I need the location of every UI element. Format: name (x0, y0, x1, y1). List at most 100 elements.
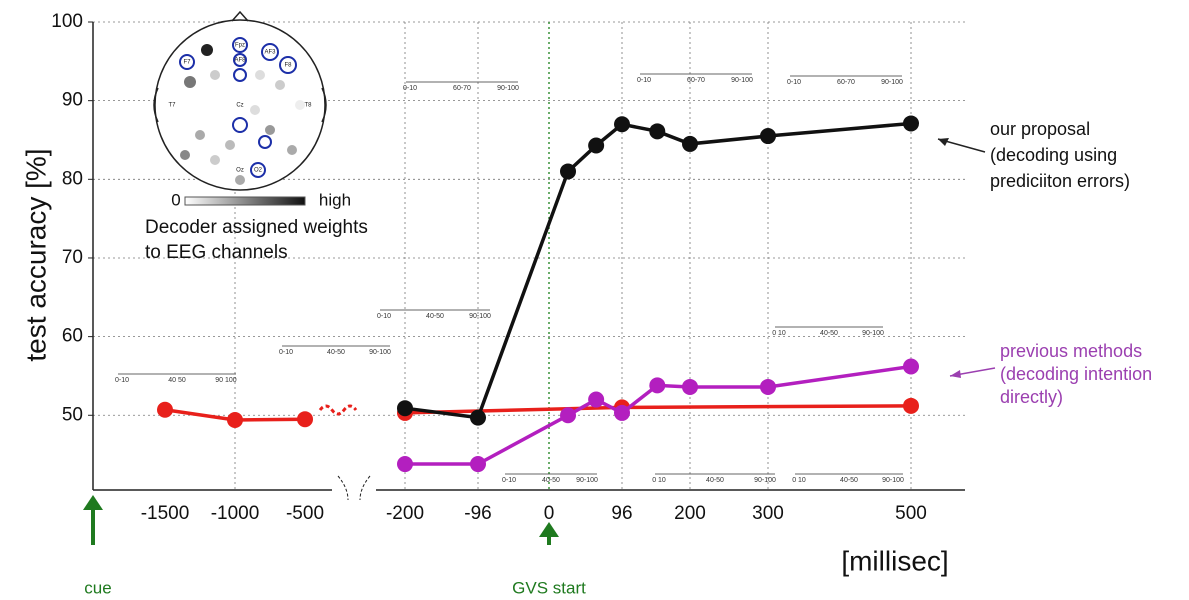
data-point (760, 128, 776, 145)
x-tick-label: 200 (674, 503, 706, 524)
data-point (682, 135, 698, 152)
data-point (470, 409, 486, 426)
electrode-label: AF8 (234, 58, 246, 64)
data-point (397, 456, 413, 473)
x-tick-label: 500 (895, 503, 927, 524)
inset-label: 40-50 (820, 330, 838, 337)
inset-label: 40-50 (542, 477, 560, 484)
head-caption: Decoder assigned weights (145, 217, 368, 238)
inset-label: 60-70 (687, 77, 705, 84)
x-tick-label: 300 (752, 503, 784, 524)
series-line (164, 404, 912, 422)
y-tick-label: 100 (51, 11, 83, 32)
data-point (588, 137, 605, 154)
axis-break (337, 475, 371, 501)
data-point (903, 115, 919, 132)
y-axis-label: test accuracy [%] (20, 148, 51, 361)
inset-label: 0 10 (792, 477, 806, 484)
inset-label: 90-100 (469, 313, 491, 320)
annotation: previous methods (1000, 341, 1142, 361)
data-point (614, 404, 630, 421)
y-tick-label: 70 (62, 247, 83, 268)
data-point (649, 377, 666, 394)
electrode-label: AF3 (264, 50, 276, 56)
inset-label: 0-10 (279, 349, 293, 356)
inset-label: 90-100 (497, 85, 519, 92)
data-point (560, 163, 577, 180)
data-point (297, 411, 313, 428)
electrode-label: T7 (168, 103, 176, 109)
y-tick-label: 60 (62, 326, 83, 347)
x-axis-label: [millisec] (841, 545, 948, 576)
inset-label: 60-70 (837, 79, 855, 86)
data-point (227, 411, 243, 428)
inset-label: 90-100 (576, 477, 598, 484)
head-caption: to EEG channels (145, 242, 288, 263)
data-point (470, 456, 486, 473)
inset-label: 0-10 (403, 85, 417, 92)
x-tick-label: -1000 (211, 503, 260, 524)
annotation: directly) (1000, 387, 1063, 407)
electrode-label: T8 (304, 103, 312, 109)
data-point (614, 116, 630, 133)
x-tick-label: -200 (386, 503, 424, 524)
data-point (560, 407, 577, 424)
data-point (157, 401, 173, 418)
annotation: (decoding using (990, 145, 1117, 165)
x-tick-label: -1500 (141, 503, 190, 524)
electrode-label: Oz (236, 168, 244, 174)
inset-label: 90-100 (369, 349, 391, 356)
electrode-label: F8 (284, 63, 292, 69)
data-point (760, 378, 776, 395)
line-break (318, 404, 358, 416)
inset-label: 90 100 (215, 377, 237, 384)
event-label: cue (84, 578, 111, 597)
inset-label: 0-10 (377, 313, 391, 320)
y-tick-label: 90 (62, 90, 83, 111)
annotation: (decoding intention (1000, 364, 1152, 384)
electrode-label: O2 (254, 168, 263, 174)
arrow-head (938, 138, 949, 146)
electrode-label: F7 (183, 60, 191, 66)
colorbar-min: 0 (171, 190, 180, 209)
event-label: GVS start (512, 578, 586, 597)
inset-label: 90-100 (881, 79, 903, 86)
arrow-head (950, 370, 961, 378)
electrode-label: Cz (236, 103, 243, 109)
event-arrow-head (83, 495, 103, 510)
x-tick-label: -96 (464, 503, 491, 524)
inset-label: 90-100 (862, 330, 884, 337)
series-line (404, 121, 912, 420)
inset-label: 40-50 (706, 477, 724, 484)
data-point (649, 123, 666, 140)
inset-label: 40-50 (840, 477, 858, 484)
colorbar-max: high (319, 190, 351, 209)
eeg-head (153, 10, 327, 206)
inset-label: 0 10 (772, 330, 786, 337)
inset-label: 90-100 (731, 77, 753, 84)
data-point (903, 358, 919, 375)
electrode-label: Fpz (235, 43, 245, 49)
inset-label: 0-10 (115, 377, 129, 384)
inset-label: 40-50 (426, 313, 444, 320)
inset-label: 40-50 (327, 349, 345, 356)
inset-label: 0 10 (652, 477, 666, 484)
annotation: our proposal (990, 119, 1090, 139)
y-tick-label: 50 (62, 404, 83, 425)
x-tick-label: -500 (286, 503, 324, 524)
x-tick-label: 96 (611, 503, 632, 524)
x-tick-label: 0 (544, 503, 555, 524)
data-point (903, 397, 919, 414)
data-point (682, 378, 698, 395)
data-point (588, 391, 605, 408)
annotation: prediciiton errors) (990, 171, 1130, 191)
inset-label: 60-70 (453, 85, 471, 92)
inset-label: 90-100 (754, 477, 776, 484)
inset-label: 90-100 (882, 477, 904, 484)
inset-label: 0-10 (637, 77, 651, 84)
inset-label: 40 50 (168, 377, 186, 384)
y-tick-label: 80 (62, 168, 83, 189)
inset-label: 0-10 (787, 79, 801, 86)
event-arrow-head (539, 522, 559, 537)
inset-label: 0-10 (502, 477, 516, 484)
